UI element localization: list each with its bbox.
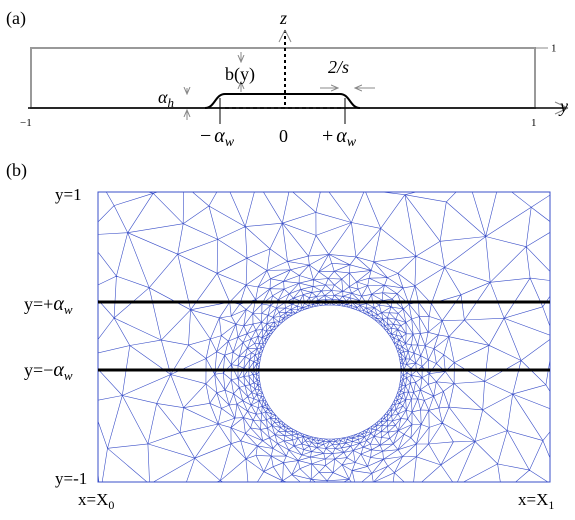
alpha-h-label: αh	[158, 87, 174, 110]
panel-b: (b) y=1 y=+αw y=−αw y=-1 x=X0 x=X1	[6, 160, 554, 512]
panel-label: (a)	[6, 8, 26, 29]
z-max-label: 1	[551, 43, 557, 55]
y-minus-label: y=−αw	[24, 359, 73, 383]
minus-alpha-w-label: − αw	[200, 125, 235, 150]
x-left-label: x=X0	[78, 490, 114, 512]
symbol: α	[53, 293, 64, 315]
subscript: w	[225, 135, 235, 150]
prefix: x=X	[518, 490, 548, 509]
bump	[204, 93, 361, 109]
mesh-border	[97, 191, 551, 483]
symbol: α	[214, 125, 225, 147]
subscript: w	[64, 302, 73, 317]
panel-a: (a) 1 y z −1 1 b(y) 2/s αh − αw 0 + αw	[6, 8, 569, 150]
subscript: 0	[108, 498, 114, 512]
subscript: w	[347, 135, 357, 150]
y-bottom-label: y=-1	[55, 469, 87, 488]
symbol: α	[158, 87, 168, 107]
mesh-edges	[98, 192, 550, 482]
sign: −	[200, 125, 211, 147]
y-max-label: 1	[531, 117, 537, 129]
y-plus-label: y=+αw	[24, 293, 73, 317]
subscript: w	[64, 368, 73, 383]
domain-box	[30, 47, 536, 109]
subscript: h	[167, 95, 174, 110]
zero-label: 0	[279, 126, 288, 146]
prefix: y=+	[24, 294, 53, 314]
subscript: 1	[548, 498, 554, 512]
gap-label: b(y)	[225, 64, 255, 85]
symbol: α	[336, 125, 347, 147]
prefix: y=−	[24, 360, 53, 380]
y-top-label: y=1	[55, 185, 82, 204]
y-min-label: −1	[20, 117, 32, 129]
symbol: α	[53, 359, 64, 381]
ramp-label: 2/s	[328, 57, 349, 77]
y-axis-label: y	[558, 96, 568, 116]
x-right-label: x=X1	[518, 490, 554, 512]
panel-label: (b)	[6, 160, 27, 181]
z-axis-label: z	[279, 8, 287, 28]
plus-alpha-w-label: + αw	[322, 125, 357, 150]
prefix: x=X	[78, 490, 108, 509]
mesh	[98, 192, 550, 482]
sign: +	[322, 125, 333, 147]
